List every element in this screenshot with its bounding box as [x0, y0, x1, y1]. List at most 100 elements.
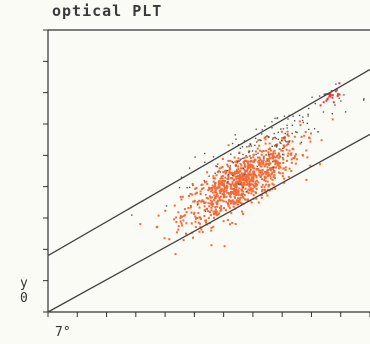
scatter-point [271, 188, 274, 191]
scatter-point [230, 192, 232, 195]
scatter-point [229, 194, 232, 197]
scatter-point [180, 176, 183, 178]
scatter-point [204, 201, 207, 204]
scatter-point [253, 174, 256, 177]
scatter-point [237, 165, 239, 168]
scatter-point [256, 179, 259, 182]
scatter-point [253, 170, 256, 173]
scatter-point [200, 188, 203, 191]
scatter-point [224, 176, 227, 179]
scatter-point [286, 140, 289, 143]
scatter-point [187, 207, 190, 209]
scatter-point [231, 142, 234, 145]
scatter-point [259, 175, 262, 178]
scatter-point [267, 158, 270, 161]
scatter-point [271, 154, 274, 157]
scatter-point [246, 162, 249, 165]
scatter-point [181, 195, 184, 198]
scatter-point [280, 142, 282, 145]
scatter-point [233, 201, 236, 204]
scatter-point [196, 201, 199, 203]
scatter-point [287, 133, 289, 135]
scatter-point [215, 194, 218, 197]
scatter-point [218, 183, 221, 185]
scatter-point [224, 172, 227, 175]
scatter-point [199, 190, 202, 193]
scatter-point [248, 154, 251, 157]
scatter-point [207, 186, 210, 189]
scatter-point [220, 166, 223, 169]
scatter-point [226, 170, 229, 172]
scatter-point [306, 156, 309, 159]
scatter-point [248, 184, 251, 187]
scatter-point [236, 175, 239, 178]
scatter-point [271, 182, 274, 185]
scatter-point [248, 165, 251, 168]
scatter-point [259, 171, 262, 174]
scatter-point [267, 164, 270, 166]
scatter-point [287, 152, 290, 155]
scatter-point [243, 165, 246, 168]
scatter-point [210, 206, 213, 209]
scatter-point [249, 170, 251, 173]
scatter-point [274, 136, 276, 139]
scatter-point [182, 239, 185, 242]
scatter-point [251, 176, 254, 179]
scatter-point [210, 209, 213, 212]
scatter-point [227, 159, 230, 162]
scatter-point [248, 150, 251, 152]
scatter-point [236, 172, 239, 175]
scatter-points [131, 82, 365, 256]
scatter-point [231, 221, 234, 224]
scatter-point [266, 169, 269, 172]
scatter-point [267, 136, 270, 138]
scatter-point [278, 154, 281, 157]
scatter-point [281, 175, 284, 178]
scatter-point [319, 163, 322, 166]
scatter-point [253, 186, 256, 189]
scatter-point [238, 183, 241, 186]
scatter-point [228, 192, 231, 195]
scatter-point [286, 159, 288, 162]
scatter-point [223, 245, 226, 248]
scatter-point [252, 156, 255, 159]
scatter-point [249, 168, 252, 171]
scatter-point [204, 219, 207, 222]
scatter-point [239, 194, 242, 197]
scatter-point [229, 172, 232, 175]
scatter-point [203, 205, 206, 208]
scatter-point [233, 172, 236, 174]
scatter-point [218, 167, 221, 170]
scatter-point [246, 198, 249, 201]
scatter-point [245, 174, 248, 177]
scatter-point [258, 174, 261, 177]
scatter-point [229, 167, 231, 169]
scatter-point [213, 197, 216, 200]
scatter-point [290, 158, 293, 161]
scatter-point [262, 159, 265, 162]
scatter-point [241, 183, 244, 186]
scatter-point [307, 115, 309, 117]
scatter-point [279, 172, 282, 175]
scatter-point [219, 199, 221, 202]
scatter-point [250, 173, 253, 176]
scatter-point [196, 204, 199, 206]
scatter-point [271, 178, 274, 181]
scatter-point [223, 190, 226, 193]
scatter-point [234, 175, 237, 178]
scatter-point [210, 196, 213, 199]
scatter-point [230, 187, 233, 190]
scatter-point [319, 104, 322, 107]
scatter-point [257, 139, 260, 142]
scatter-point [215, 174, 218, 177]
scatter-point [263, 175, 266, 178]
scatter-point [274, 166, 277, 169]
scatter-point [243, 156, 246, 159]
scatter-point [363, 99, 365, 101]
scatter-point [260, 196, 263, 199]
scatter-point [328, 94, 331, 97]
scatter-point [241, 146, 244, 148]
scatter-point [269, 157, 272, 160]
scatter-point [239, 180, 241, 183]
scatter-point [235, 186, 238, 189]
